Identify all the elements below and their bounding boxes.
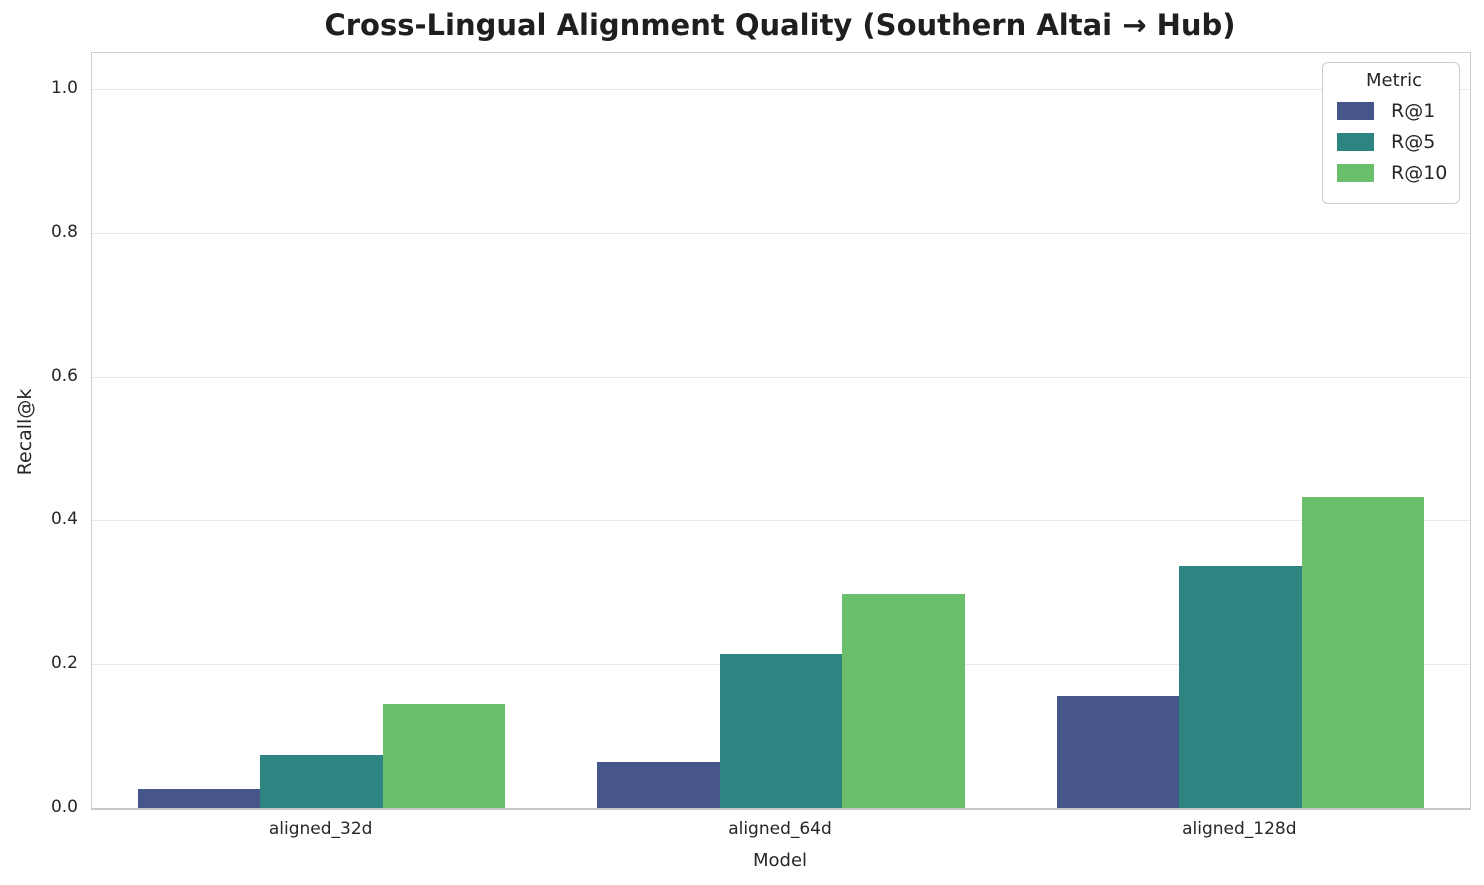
legend-item-r5: R@5	[1337, 131, 1451, 153]
legend-label: R@1	[1391, 100, 1436, 122]
gridline	[92, 88, 1470, 90]
bar-r10-aligned_32d	[382, 703, 506, 808]
legend-swatch	[1337, 164, 1374, 182]
legend-item-r10: R@10	[1337, 162, 1451, 184]
bar-r10-aligned_64d	[842, 594, 965, 808]
legend-label: R@5	[1391, 131, 1436, 153]
x-axis-label: Model	[752, 850, 808, 871]
legend-item-r1: R@1	[1337, 100, 1451, 122]
legend-swatch	[1337, 102, 1374, 120]
bar-r5-aligned_32d	[260, 754, 383, 808]
y-tick-label: 0.8	[50, 221, 78, 242]
x-tick-label-aligned_32d: aligned_32d	[268, 819, 373, 839]
y-tick-label: 0.0	[50, 797, 78, 817]
legend: Metric R@1 R@5 R@10	[1322, 62, 1460, 204]
x-tick-label-aligned_64d: aligned_64d	[728, 819, 832, 839]
bar-r1-aligned_128d	[1056, 695, 1180, 808]
y-axis-label: Recall@k	[14, 388, 36, 476]
y-tick-label: 0.4	[50, 509, 78, 530]
legend-title: Metric	[1366, 70, 1422, 91]
gridline	[92, 232, 1470, 234]
legend-swatch	[1337, 133, 1374, 151]
chart-title: Cross-Lingual Alignment Quality (Souther…	[324, 8, 1236, 42]
x-tick-label-aligned_128d: aligned_128d	[1182, 819, 1297, 839]
legend-label: R@10	[1391, 162, 1448, 184]
bar-r10-aligned_128d	[1301, 497, 1425, 808]
y-tick-label: 0.6	[50, 365, 78, 386]
bar-r1-aligned_64d	[597, 761, 720, 808]
bar-r5-aligned_64d	[719, 654, 843, 808]
bar-r1-aligned_32d	[137, 789, 261, 808]
bar-r5-aligned_128d	[1179, 566, 1302, 808]
plot-area	[91, 52, 1471, 810]
gridline	[92, 376, 1470, 378]
y-tick-label: 0.2	[50, 653, 78, 674]
gridline	[92, 520, 1470, 522]
y-tick-label: 1.0	[50, 77, 78, 98]
legend-items: R@1 R@5 R@10	[1337, 100, 1451, 184]
